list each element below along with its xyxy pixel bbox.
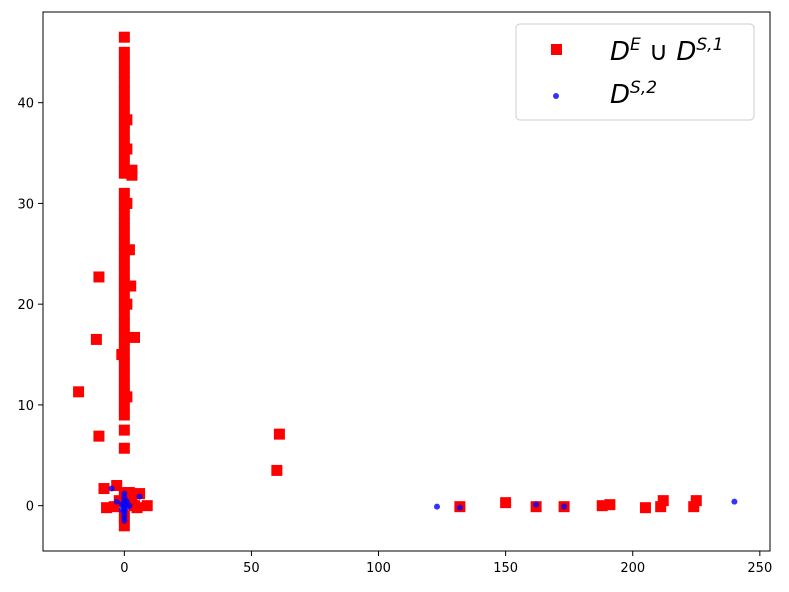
x-tick-label: 200: [620, 561, 645, 576]
data-point-series-1: [73, 386, 85, 398]
data-point-series-1: [118, 77, 130, 89]
data-point-series-1: [500, 497, 512, 509]
x-tick-label: 250: [747, 561, 772, 576]
data-point-series-1: [688, 501, 700, 513]
data-point-series-1: [271, 464, 283, 476]
data-point-series-1: [273, 428, 285, 440]
data-point-series-1: [118, 338, 130, 350]
data-point-series-2: [731, 498, 738, 505]
legend-marker-square: [551, 44, 562, 55]
data-point-series-1: [118, 442, 130, 454]
data-point-series-1: [121, 143, 133, 155]
x-axis-ticks: 0 50 100 150 200 250: [120, 551, 772, 576]
data-point-series-2: [533, 501, 540, 508]
x-tick-label: 0: [120, 561, 128, 576]
data-point-series-1: [121, 298, 133, 310]
data-point-series-1: [118, 46, 130, 58]
data-point-series-1: [118, 308, 130, 320]
data-point-series-1: [93, 430, 105, 442]
y-tick-label: 10: [17, 399, 34, 414]
data-point-series-1: [131, 502, 143, 514]
legend: DE ∪ DS,1 DS,2: [515, 23, 755, 121]
data-point-series-1: [118, 228, 130, 240]
data-point-series-2: [108, 485, 115, 492]
y-axis-ticks: 0 10 20 30 40: [17, 97, 43, 515]
data-point-series-1: [118, 157, 130, 169]
data-point-series-1: [118, 137, 130, 149]
points-layer: [73, 31, 738, 532]
data-point-series-1: [118, 288, 130, 300]
data-point-series-1: [134, 488, 146, 500]
x-tick-label: 150: [493, 561, 518, 576]
data-point-series-1: [118, 107, 130, 119]
data-point-series-1: [129, 331, 141, 343]
data-point-series-1: [118, 218, 130, 230]
data-point-series-1: [118, 409, 130, 421]
data-point-series-1: [111, 480, 123, 492]
y-tick-label: 20: [17, 298, 34, 313]
data-point-series-1: [118, 66, 130, 78]
y-tick-label: 30: [17, 197, 34, 212]
data-point-series-1: [121, 197, 133, 209]
data-point-series-2: [113, 498, 120, 505]
data-point-series-1: [690, 495, 702, 507]
data-point-series-1: [121, 114, 133, 126]
data-point-series-2: [118, 506, 125, 513]
data-point-series-1: [118, 268, 130, 280]
data-point-series-1: [118, 424, 130, 436]
data-point-series-1: [118, 258, 130, 270]
data-point-series-1: [118, 31, 130, 43]
data-point-series-1: [90, 333, 102, 345]
data-point-series-2: [434, 503, 441, 510]
data-point-series-2: [126, 502, 133, 509]
data-point-series-1: [93, 271, 105, 283]
data-point-series-1: [118, 187, 130, 199]
data-point-series-1: [118, 328, 130, 340]
data-point-series-1: [639, 502, 651, 514]
data-point-series-1: [116, 349, 128, 361]
legend-label-series-2: DS,2: [610, 78, 657, 110]
legend-label-series-1: DE ∪ DS,1: [610, 35, 723, 67]
data-point-series-1: [604, 499, 616, 511]
data-point-series-1: [126, 169, 138, 181]
data-point-series-1: [118, 278, 130, 290]
data-point-series-1: [118, 520, 130, 532]
data-point-series-1: [101, 502, 113, 514]
data-point-series-1: [118, 369, 130, 381]
data-point-series-1: [125, 280, 137, 292]
legend-marker-circle: [553, 93, 559, 99]
data-point-series-1: [655, 501, 667, 513]
data-point-series-2: [561, 503, 568, 510]
data-point-series-1: [118, 97, 130, 109]
legend-box: [515, 23, 755, 121]
data-point-series-1: [657, 495, 669, 507]
data-point-series-1: [118, 399, 130, 411]
data-point-series-1: [108, 501, 120, 513]
data-point-series-1: [118, 318, 130, 330]
y-tick-label: 40: [17, 97, 34, 112]
data-point-series-1: [118, 238, 130, 250]
data-point-series-1: [121, 391, 133, 403]
data-point-series-2: [136, 493, 143, 500]
data-point-series-1: [123, 487, 135, 499]
y-tick-label: 0: [26, 500, 34, 515]
data-point-series-1: [141, 500, 153, 512]
data-point-series-1: [98, 483, 110, 495]
data-point-series-2: [118, 501, 125, 508]
data-point-series-1: [118, 167, 130, 179]
x-tick-label: 50: [243, 561, 260, 576]
data-point-series-1: [118, 87, 130, 99]
plot-frame: [42, 11, 771, 552]
data-point-series-2: [456, 504, 463, 511]
data-point-series-2: [121, 517, 128, 524]
data-point-series-1: [123, 244, 135, 256]
data-point-series-1: [118, 359, 130, 371]
data-point-series-1: [118, 56, 130, 68]
data-point-series-1: [596, 500, 608, 512]
data-point-series-1: [118, 127, 130, 139]
data-point-series-1: [118, 207, 130, 219]
x-tick-label: 100: [366, 561, 391, 576]
data-point-series-1: [118, 379, 130, 391]
